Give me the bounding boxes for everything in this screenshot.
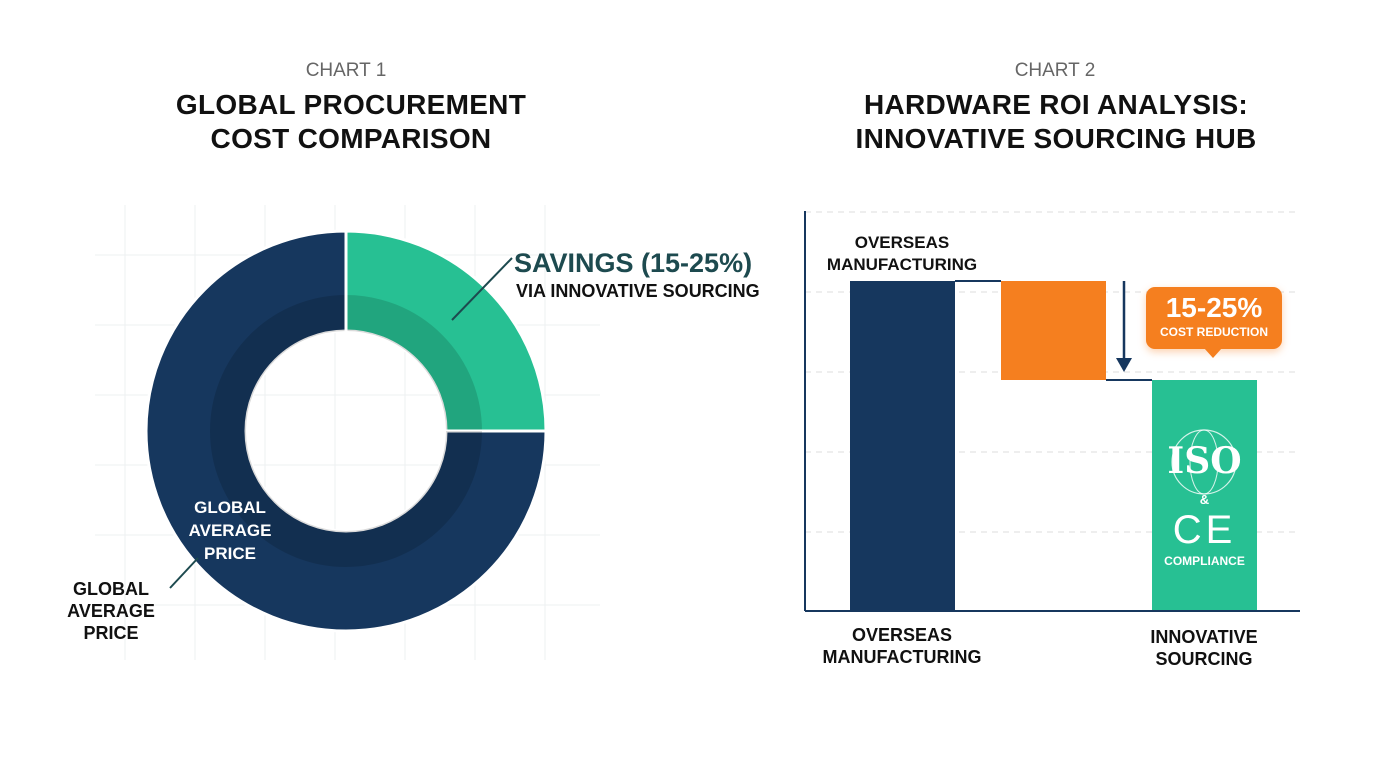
- label-line: SOURCING: [1155, 649, 1253, 669]
- iso-icon: ISO: [1167, 440, 1242, 482]
- label-line: AVERAGE: [67, 601, 155, 621]
- callout-value: 15-25%: [1165, 292, 1263, 323]
- label-line: OVERSEAS: [851, 625, 953, 645]
- compliance-badges: ISO & CE COMPLIANCE: [1152, 430, 1257, 570]
- donut-slice: [144, 229, 548, 633]
- chart2-title-line: INNOVATIVE SOURCING HUB: [855, 123, 1257, 154]
- savings-label: SAVINGS (15-25%): [514, 248, 753, 278]
- chart2-subtitle: CHART 2: [1014, 60, 1096, 81]
- label-line: PRICE: [83, 623, 139, 643]
- callout-pointer: [1204, 348, 1222, 358]
- x-tick-label-2: INNOVATIVE SOURCING: [1104, 626, 1304, 670]
- label-line: INNOVATIVE: [1150, 627, 1258, 647]
- donut-slice: [344, 229, 548, 433]
- compliance-label: COMPLIANCE: [1164, 554, 1245, 568]
- inner-slice-label: GLOBAL AVERAGE PRICE: [170, 496, 290, 565]
- chart1-title: GLOBAL PROCUREMENT COST COMPARISON: [71, 88, 631, 156]
- label-line: MANUFACTURING: [826, 255, 978, 274]
- cost-reduction-callout: 15-25% COST REDUCTION: [1146, 287, 1282, 358]
- label-line: GLOBAL: [73, 579, 149, 599]
- donut-inner-shade: [210, 295, 482, 567]
- globe-meridian: [1189, 429, 1219, 495]
- savings-sublabel: VIA INNOVATIVE SOURCING: [516, 281, 760, 301]
- chart2-title: HARDWARE ROI ANALYSIS: INNOVATIVE SOURCI…: [776, 88, 1336, 156]
- outer-slice-label: GLOBAL AVERAGE PRICE: [56, 578, 166, 644]
- waterfall-bar: [1152, 380, 1257, 611]
- chart1-subtitle: CHART 1: [305, 60, 387, 81]
- waterfall-bar: [850, 281, 955, 611]
- label-line: GLOBAL: [194, 498, 266, 517]
- x-tick-label-1: OVERSEAS MANUFACTURING: [802, 624, 1002, 668]
- callout-text: COST REDUCTION: [1160, 325, 1268, 339]
- label-line: PRICE: [204, 544, 256, 563]
- savings-leader-line: [451, 257, 513, 321]
- chart2-title-line: HARDWARE ROI ANALYSIS:: [863, 89, 1249, 120]
- label-line: OVERSEAS: [854, 233, 950, 252]
- bar1-top-label: OVERSEAS MANUFACTURING: [802, 232, 1002, 276]
- reduction-arrow-icon: [1116, 358, 1132, 372]
- label-line: MANUFACTURING: [822, 647, 982, 667]
- donut-inner-shade: [345, 295, 482, 432]
- ce-mark-icon: CE: [1172, 508, 1237, 552]
- ampersand: &: [1199, 492, 1210, 507]
- outer-label-leader-line: [169, 557, 199, 589]
- label-line: AVERAGE: [188, 521, 272, 540]
- chart1-title-line: GLOBAL PROCUREMENT: [175, 89, 527, 120]
- waterfall-bar: [1001, 281, 1106, 380]
- chart1-title-line: COST COMPARISON: [210, 123, 492, 154]
